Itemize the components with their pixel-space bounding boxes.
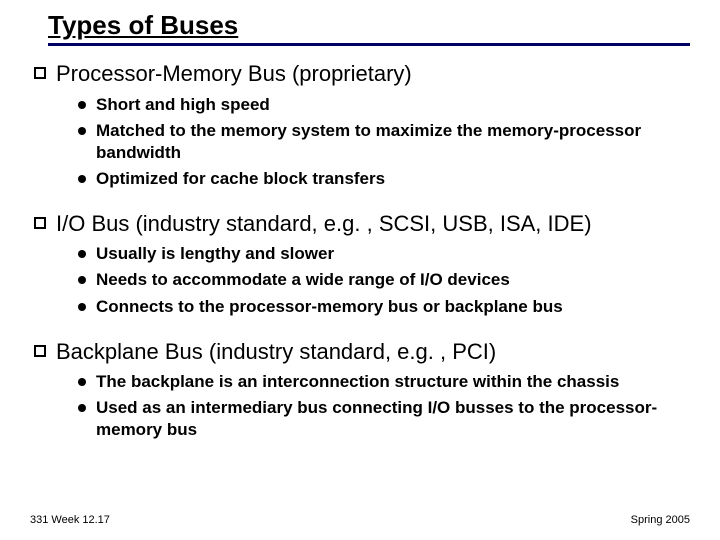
section-heading: Backplane Bus (industry standard, e.g. ,… xyxy=(34,338,696,366)
item-text: Needs to accommodate a wide range of I/O… xyxy=(96,269,510,291)
heading-text: I/O Bus (industry standard, e.g. , SCSI,… xyxy=(56,210,592,238)
title-rule xyxy=(48,43,690,46)
item-text: Usually is lengthy and slower xyxy=(96,243,334,265)
list-item: Needs to accommodate a wide range of I/O… xyxy=(78,269,696,291)
list-item: Connects to the processor-memory bus or … xyxy=(78,296,696,318)
slide: Types of Buses Processor-Memory Bus (pro… xyxy=(0,0,720,540)
list-item: Matched to the memory system to maximize… xyxy=(78,120,696,164)
item-text: Matched to the memory system to maximize… xyxy=(96,120,696,164)
heading-text: Processor-Memory Bus (proprietary) xyxy=(56,60,412,88)
item-text: The backplane is an interconnection stru… xyxy=(96,371,619,393)
dot-bullet-icon xyxy=(78,303,86,311)
square-bullet-icon xyxy=(34,217,46,229)
footer-left: 331 Week 12.17 xyxy=(30,514,110,526)
dot-bullet-icon xyxy=(78,127,86,135)
dot-bullet-icon xyxy=(78,101,86,109)
list-item: Optimized for cache block transfers xyxy=(78,168,696,190)
dot-bullet-icon xyxy=(78,276,86,284)
section-heading: I/O Bus (industry standard, e.g. , SCSI,… xyxy=(34,210,696,238)
item-text: Connects to the processor-memory bus or … xyxy=(96,296,563,318)
section-heading: Processor-Memory Bus (proprietary) xyxy=(34,60,696,88)
square-bullet-icon xyxy=(34,345,46,357)
dot-bullet-icon xyxy=(78,175,86,183)
item-text: Optimized for cache block transfers xyxy=(96,168,385,190)
footer: 331 Week 12.17 Spring 2005 xyxy=(30,514,690,526)
title-block: Types of Buses xyxy=(48,10,690,46)
item-text: Short and high speed xyxy=(96,94,270,116)
dot-bullet-icon xyxy=(78,378,86,386)
heading-text: Backplane Bus (industry standard, e.g. ,… xyxy=(56,338,496,366)
dot-bullet-icon xyxy=(78,250,86,258)
footer-right: Spring 2005 xyxy=(631,514,690,526)
item-text: Used as an intermediary bus connecting I… xyxy=(96,397,696,441)
square-bullet-icon xyxy=(34,67,46,79)
dot-bullet-icon xyxy=(78,404,86,412)
list-item: Short and high speed xyxy=(78,94,696,116)
slide-title: Types of Buses xyxy=(48,10,690,41)
list-item: Used as an intermediary bus connecting I… xyxy=(78,397,696,441)
content-area: Processor-Memory Bus (proprietary) Short… xyxy=(34,54,696,445)
list-item: The backplane is an interconnection stru… xyxy=(78,371,696,393)
list-item: Usually is lengthy and slower xyxy=(78,243,696,265)
